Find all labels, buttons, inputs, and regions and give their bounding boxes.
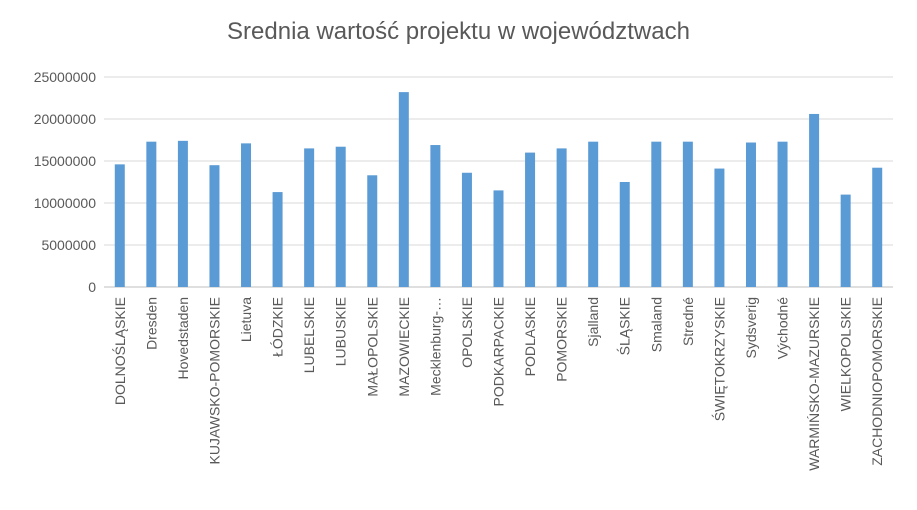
- x-tick-label: LUBELSKIE: [301, 297, 317, 373]
- x-tick-label: Sydsverig: [743, 297, 759, 358]
- x-tick-label: MAZOWIECKIE: [396, 297, 412, 397]
- bar: [588, 141, 599, 287]
- y-tick-label: 25000000: [34, 69, 97, 85]
- bar: [272, 192, 283, 287]
- x-tick-label: Východné: [775, 297, 791, 359]
- x-tick-label: MAŁOPOLSKIE: [364, 297, 380, 397]
- x-tick-label: ZACHODNIOPOMORSKIE: [869, 297, 885, 466]
- bar: [651, 141, 662, 287]
- y-tick-label: 15000000: [34, 153, 97, 169]
- x-tick-label: Hovedstaden: [175, 297, 191, 380]
- bars: [114, 92, 883, 288]
- bar: [809, 113, 820, 288]
- bar: [367, 175, 378, 287]
- x-tick-label: Mecklenburg-…: [427, 297, 443, 396]
- x-tick-label: ŚWIĘTOKRZYSKIE: [710, 297, 727, 421]
- x-tick-label: Smaland: [648, 297, 664, 352]
- x-tick-label: Dresden: [143, 297, 159, 350]
- bar: [241, 143, 252, 287]
- x-tick-label: ŁÓDZKIE: [270, 297, 286, 357]
- bar: [525, 152, 536, 287]
- x-tick-label: ŚLĄSKIE: [616, 297, 633, 355]
- bar: [430, 145, 441, 287]
- x-tick-label: WIELKOPOLSKIE: [838, 297, 854, 411]
- bar: [304, 148, 315, 287]
- y-tick-label: 0: [88, 279, 96, 295]
- bar: [619, 182, 630, 287]
- bar: [556, 148, 567, 287]
- bar: [177, 140, 188, 287]
- x-tick-label: PODLASKIE: [522, 297, 538, 376]
- bar: [146, 141, 157, 287]
- x-axis-ticks: DOLNOŚLĄSKIE Dresden Hovedstaden KUJAWSKO-P…: [111, 297, 885, 471]
- x-tick-label: Stredné: [680, 297, 696, 346]
- bar: [745, 142, 756, 287]
- x-tick-label: LUBUSKIE: [333, 297, 349, 366]
- bar: [840, 194, 851, 287]
- x-tick-label: POMORSKIE: [554, 297, 570, 382]
- x-tick-label: WARMIŃSKO-MAZURSKIE: [806, 297, 822, 471]
- bar: [461, 172, 472, 287]
- x-tick-label: Lietuva: [238, 297, 254, 342]
- x-tick-label: PODKARPACKIE: [491, 297, 507, 406]
- x-tick-label: OPOLSKIE: [459, 297, 475, 368]
- bar: [872, 167, 883, 287]
- y-tick-label: 20000000: [34, 111, 97, 127]
- bar: [209, 165, 220, 287]
- y-tick-label: 10000000: [34, 195, 97, 211]
- x-tick-label: KUJAWSKO-POMORSKIE: [206, 297, 222, 465]
- bar: [114, 164, 125, 287]
- bar: [493, 190, 504, 287]
- bar: [714, 168, 725, 287]
- chart-title: Srednia wartość projektu w województwach: [227, 18, 690, 45]
- bar: [335, 146, 346, 287]
- y-tick-label: 5000000: [41, 237, 96, 253]
- x-tick-label: DOLNOŚLĄSKIE: [111, 297, 128, 405]
- bar: [777, 141, 788, 287]
- x-tick-label: Sjalland: [585, 297, 601, 347]
- bar: [398, 92, 409, 288]
- y-axis-ticks: 0 5000000 10000000 15000000 20000000 25000000: [34, 69, 97, 295]
- bar: [682, 141, 693, 287]
